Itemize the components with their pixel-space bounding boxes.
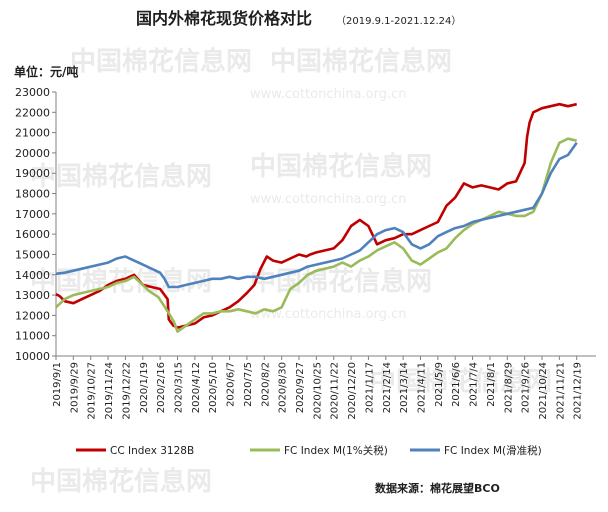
- x-tick-label: 2020/8/30: [278, 362, 289, 413]
- legend-label: FC Index M(1%关税): [284, 444, 388, 457]
- x-tick-label: 2021/2/14: [382, 362, 393, 413]
- x-tick-label: 2020/6/7: [226, 362, 237, 407]
- x-tick-label: 2020/5/10: [208, 362, 219, 413]
- y-tick-label: 11000: [15, 330, 50, 343]
- x-tick-label: 2021/8/29: [503, 362, 514, 413]
- x-tick-label: 2020/4/12: [191, 362, 202, 413]
- y-tick-label: 20000: [15, 147, 50, 160]
- chart-title: 国内外棉花现货价格对比: [136, 9, 312, 28]
- x-tick-label: 2020/10/25: [312, 362, 323, 420]
- x-tick-label: 2020/2/16: [156, 362, 167, 413]
- x-tick-label: 2020/1/19: [139, 362, 150, 413]
- x-tick-label: 2021/3/14: [399, 362, 410, 413]
- x-tick-label: 2019/9/29: [69, 362, 80, 413]
- x-tick-label: 2021/8/1: [486, 362, 497, 407]
- watermark-cn: 中国棉花信息网: [30, 466, 212, 497]
- y-tick-label: 22000: [15, 106, 50, 119]
- watermark-en: www.cottonchina.org.cn: [250, 87, 407, 102]
- y-tick-label: 21000: [15, 127, 50, 140]
- y-tick-label: 13000: [15, 289, 50, 302]
- y-tick-label: 14000: [15, 269, 50, 282]
- x-tick-label: 2020/11/22: [330, 362, 341, 420]
- legend: CC Index 3128B FC Index M(1%关税) FC Index M…: [76, 444, 542, 457]
- x-tick-label: 2021/9/26: [521, 362, 532, 413]
- watermark-cn: 中国棉花信息网: [30, 161, 212, 192]
- x-tick-label: 2021/12/19: [573, 362, 584, 420]
- watermark-cn: 中国棉花信息网: [370, 366, 552, 397]
- x-tick-label: 2019/11/24: [104, 362, 115, 420]
- watermark-en: www.cottonchina.org.cn: [250, 192, 407, 207]
- legend-label: CC Index 3128B: [110, 445, 194, 457]
- series-line-3: [55, 142, 578, 289]
- watermark-en: www.cottonchina.org.cn: [250, 307, 407, 322]
- x-tick-label: 2020/8/2: [260, 362, 271, 407]
- x-tick-label: 2021/5/9: [434, 362, 445, 407]
- x-tick-label: 2021/1/17: [364, 362, 375, 413]
- x-tick-label: 2020/9/27: [295, 362, 306, 413]
- unit-label: 单位：元/吨: [14, 64, 78, 79]
- series-layer: [55, 102, 578, 333]
- y-tick-label: 23000: [15, 86, 50, 99]
- y-tick-label: 12000: [15, 309, 50, 322]
- chart-subtitle: （2019.9.1-2021.12.24）: [336, 15, 461, 27]
- x-tick-label: 2021/10/24: [538, 362, 549, 420]
- x-axis: 2019/9/1 2019/9/29 2019/10/27 2019/11/24 201…: [52, 355, 596, 420]
- watermark-cn: 中国棉花信息网: [70, 46, 252, 77]
- x-tick-label: 2021/11/21: [555, 362, 566, 420]
- x-tick-label: 2021/6/6: [451, 362, 462, 407]
- x-tick-label: 2019/9/1: [52, 362, 63, 407]
- x-tick-label: 2020/7/5: [243, 362, 254, 407]
- x-tick-label: 2020/12/20: [347, 362, 358, 420]
- x-tick-label: 2021/7/4: [469, 362, 480, 407]
- series-line-2: [55, 137, 577, 333]
- y-tick-label: 19000: [15, 167, 50, 180]
- legend-label: FC Index M(滑准税): [444, 444, 542, 457]
- x-tick-label: 2019/10/27: [87, 362, 98, 420]
- y-axis: 10000 11000 12000 13000 14000 15000 16000 17000…: [15, 86, 57, 363]
- x-tick-label: 2021/4/11: [417, 362, 428, 413]
- data-source: 数据来源：棉花展望BCO: [375, 481, 500, 495]
- watermark-layer: 中国棉花信息网 中国棉花信息网 www.cottonchina.org.cn 中…: [30, 46, 552, 497]
- x-tick-label: 2019/12/22: [121, 362, 132, 420]
- y-tick-label: 18000: [15, 188, 50, 201]
- watermark-cn: 中国棉花信息网: [250, 151, 432, 182]
- x-tick-label: 2020/3/15: [174, 362, 185, 413]
- y-tick-label: 16000: [15, 228, 50, 241]
- y-tick-label: 10000: [15, 350, 50, 363]
- watermark-cn: 中国棉花信息网: [250, 266, 432, 297]
- y-tick-label: 15000: [15, 248, 50, 261]
- watermark-cn: 中国棉花信息网: [270, 46, 452, 77]
- y-tick-label: 17000: [15, 208, 50, 221]
